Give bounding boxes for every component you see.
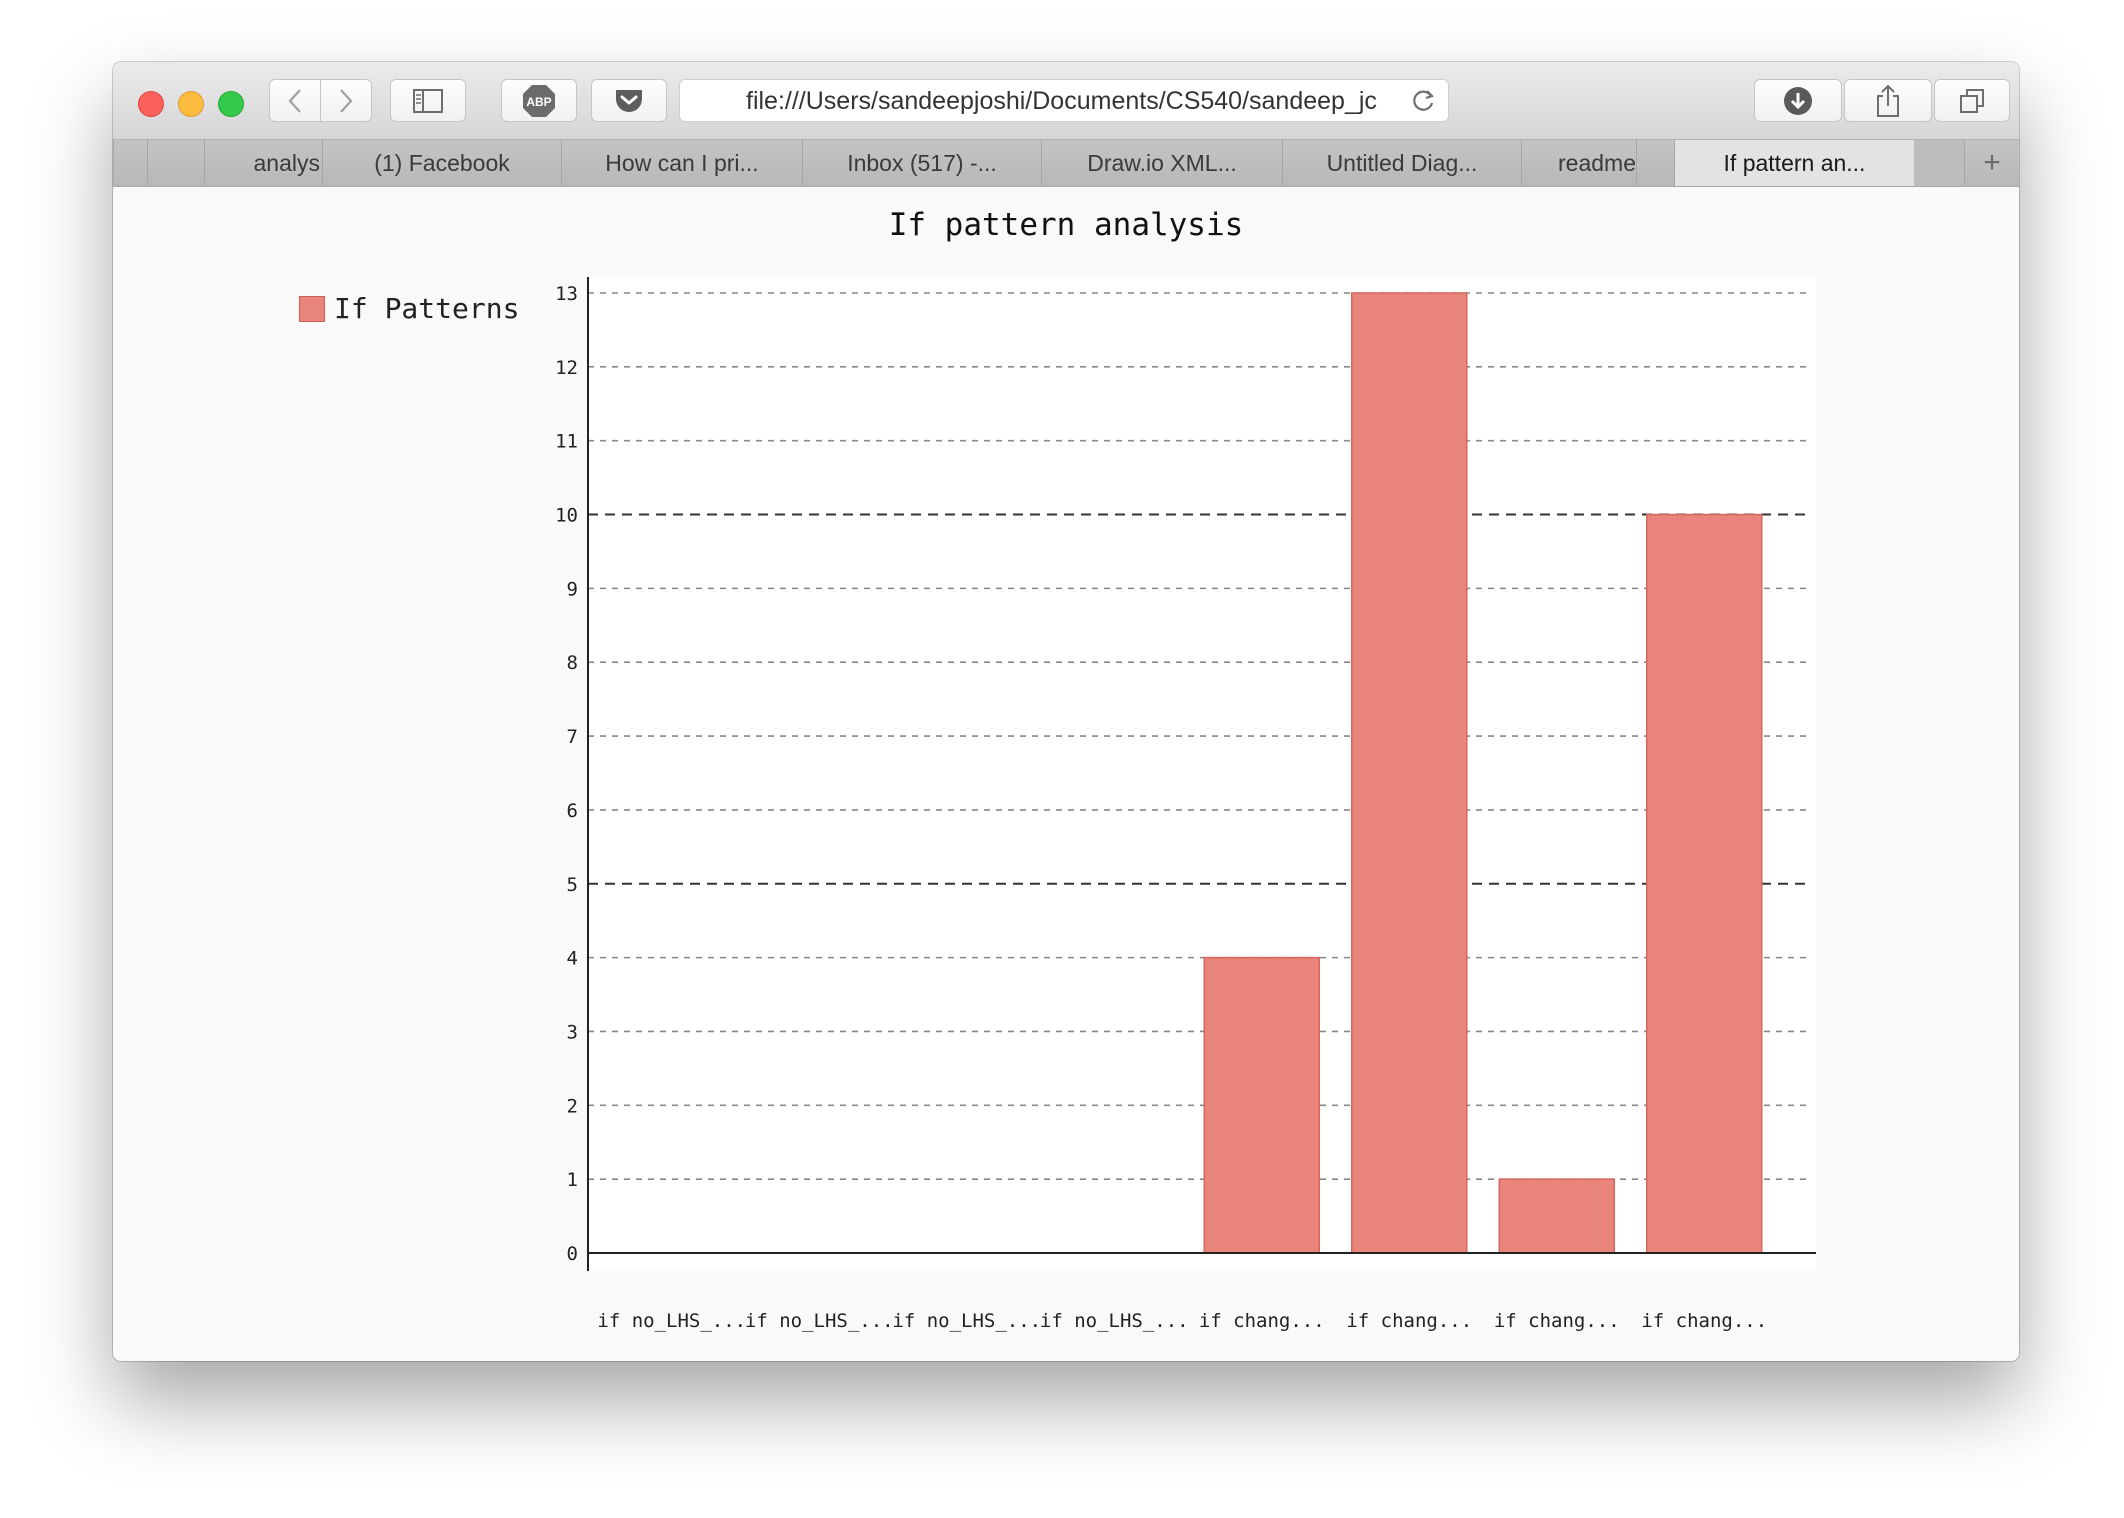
adblock-icon: ABP bbox=[523, 84, 555, 117]
share-button[interactable] bbox=[1844, 79, 1932, 122]
bar bbox=[1351, 292, 1468, 1254]
share-icon bbox=[1877, 84, 1899, 117]
tab-pinned[interactable] bbox=[113, 140, 147, 186]
plot-area bbox=[588, 277, 1816, 1271]
tabs-overview-icon bbox=[1960, 88, 1984, 113]
y-tick-label: 10 bbox=[555, 505, 578, 527]
y-tick-label: 3 bbox=[567, 1021, 578, 1043]
back-forward-group bbox=[269, 79, 372, 122]
y-tick-label: 7 bbox=[567, 726, 578, 748]
y-tick-label: 0 bbox=[567, 1243, 578, 1265]
x-tick-label: if chang... bbox=[1641, 1310, 1767, 1332]
x-tick-label: if chang... bbox=[1494, 1310, 1620, 1332]
tab-analysis[interactable]: analys bbox=[204, 140, 322, 186]
y-tick-label: 5 bbox=[567, 874, 578, 896]
tab-if-pattern-analysis[interactable]: If pattern an... bbox=[1674, 140, 1914, 186]
zoom-window-button[interactable] bbox=[218, 91, 244, 117]
svg-text:ABP: ABP bbox=[526, 95, 551, 109]
x-tick-label: if no_LHS_... bbox=[892, 1310, 1041, 1332]
y-tick-label: 12 bbox=[555, 357, 578, 379]
new-tab-button[interactable]: + bbox=[1964, 140, 2019, 186]
y-tick-label: 8 bbox=[567, 652, 578, 674]
tab-blank[interactable] bbox=[147, 140, 204, 186]
downloads-button[interactable] bbox=[1754, 79, 1842, 122]
tab-how-can-i[interactable]: How can I pri... bbox=[561, 140, 802, 186]
sidebar-icon bbox=[413, 88, 443, 113]
tab-readme[interactable]: readme bbox=[1521, 140, 1636, 186]
bar bbox=[1203, 956, 1320, 1254]
pocket-icon bbox=[616, 89, 642, 112]
bar bbox=[1646, 513, 1763, 1254]
x-tick-label: if chang... bbox=[1199, 1310, 1325, 1332]
download-icon bbox=[1784, 86, 1812, 115]
y-tick-label: 13 bbox=[555, 283, 578, 305]
tab-facebook[interactable]: (1) Facebook bbox=[322, 140, 561, 186]
x-tick-label: if no_LHS_... bbox=[597, 1310, 746, 1332]
chart-title: If pattern analysis bbox=[888, 207, 1244, 243]
address-bar[interactable]: file:///Users/sandeepjoshi/Documents/CS5… bbox=[679, 79, 1449, 122]
y-tick-label: 11 bbox=[555, 431, 578, 453]
legend-swatch bbox=[299, 295, 325, 322]
forward-button[interactable] bbox=[321, 80, 371, 121]
minimize-window-button[interactable] bbox=[178, 91, 204, 117]
browser-window: ABP file:///Users/sandeepjoshi/Documents… bbox=[113, 62, 2019, 1361]
y-tick-label: 2 bbox=[567, 1095, 578, 1117]
back-button[interactable] bbox=[270, 80, 321, 121]
pocket-button[interactable] bbox=[591, 79, 667, 122]
sidebar-button[interactable] bbox=[390, 79, 466, 122]
toolbar: ABP file:///Users/sandeepjoshi/Documents… bbox=[113, 62, 2019, 140]
bar bbox=[1498, 1178, 1615, 1254]
y-tick-label: 9 bbox=[567, 578, 578, 600]
legend-label: If Patterns bbox=[334, 292, 520, 325]
y-tick-label: 6 bbox=[567, 800, 578, 822]
adblock-button[interactable]: ABP bbox=[501, 79, 577, 122]
url-text: file:///Users/sandeepjoshi/Documents/CS5… bbox=[746, 87, 1377, 115]
tab-bar: analys (1) Facebook How can I pri... Inb… bbox=[113, 140, 2019, 187]
reload-icon[interactable] bbox=[1410, 88, 1436, 114]
y-tick-label: 4 bbox=[567, 948, 578, 970]
tab-untitled-diagram[interactable]: Untitled Diag... bbox=[1282, 140, 1521, 186]
x-tick-label: if chang... bbox=[1346, 1310, 1472, 1332]
tab-inbox[interactable]: Inbox (517) -... bbox=[802, 140, 1041, 186]
x-tick-label: if no_LHS_... bbox=[1040, 1310, 1189, 1332]
y-tick-label: 1 bbox=[567, 1169, 578, 1191]
close-window-button[interactable] bbox=[138, 91, 164, 117]
show-tabs-button[interactable] bbox=[1934, 79, 2010, 122]
chevron-left-icon bbox=[288, 88, 301, 113]
tab-blank-2[interactable] bbox=[1636, 140, 1674, 186]
x-tick-label: if no_LHS_... bbox=[745, 1310, 894, 1332]
chevron-right-icon bbox=[340, 88, 353, 113]
chart-legend[interactable]: If Patterns bbox=[299, 292, 519, 325]
tab-drawio[interactable]: Draw.io XML... bbox=[1041, 140, 1282, 186]
